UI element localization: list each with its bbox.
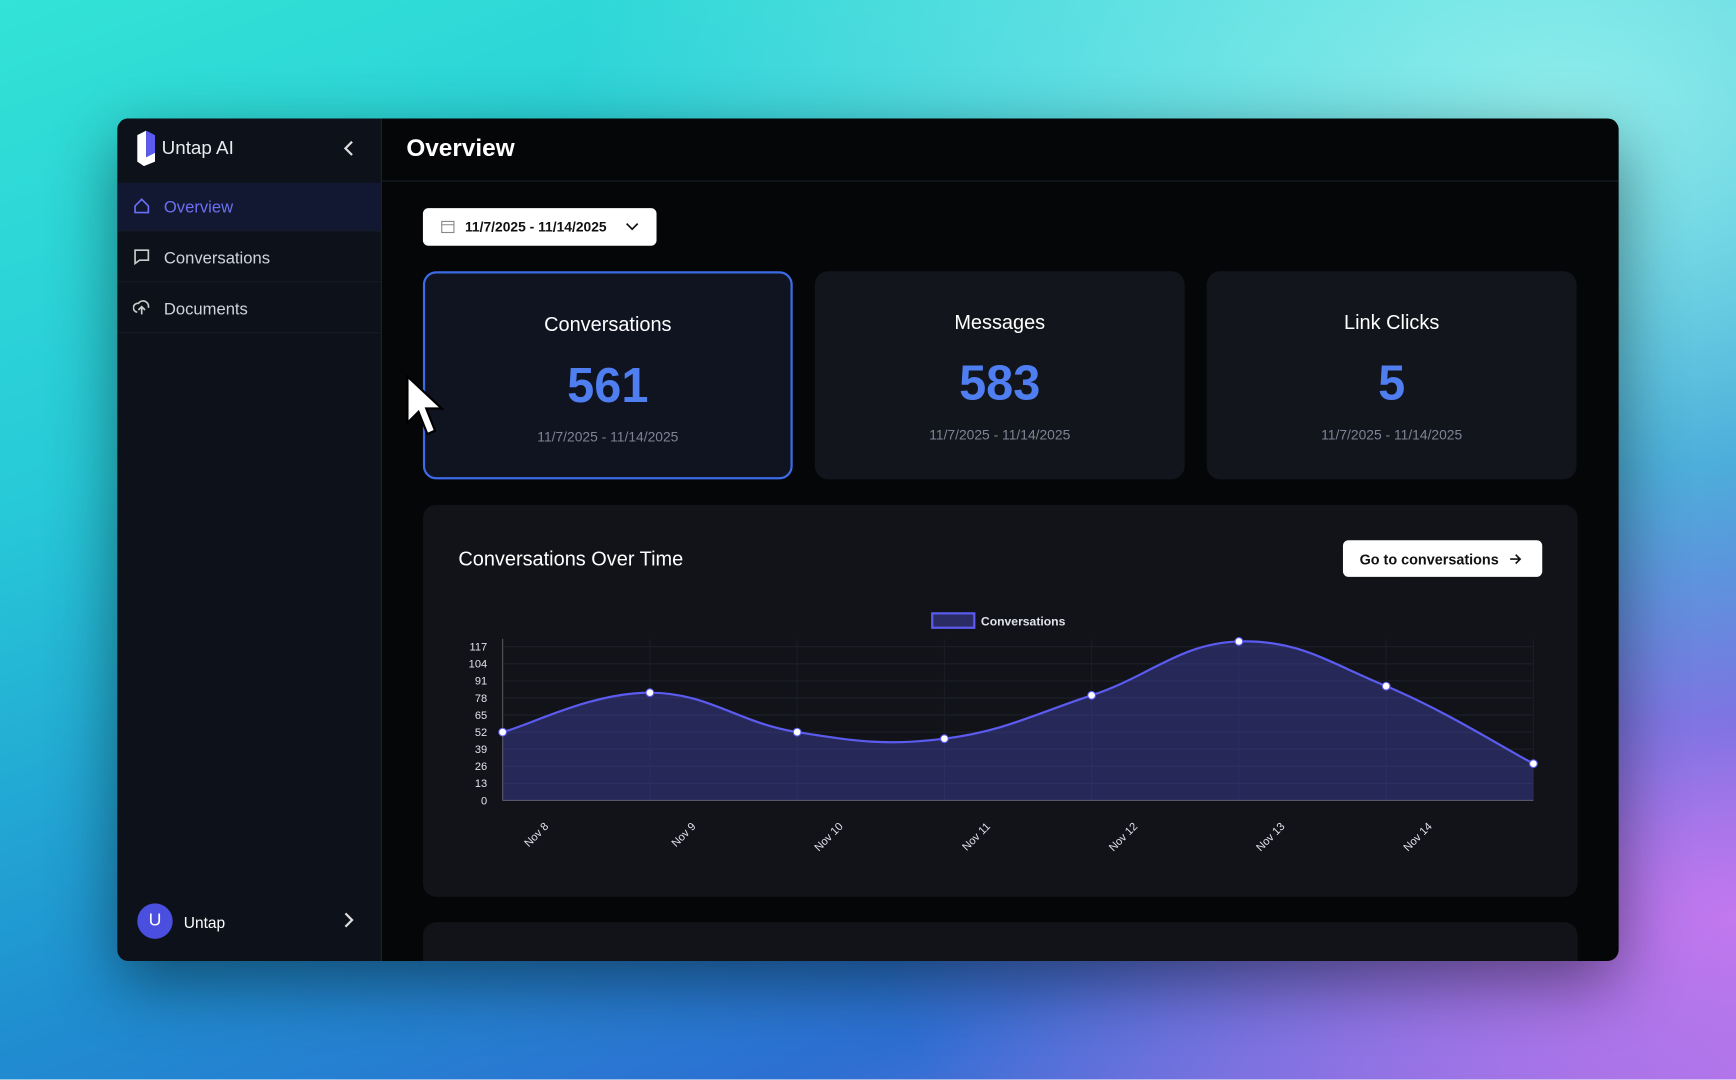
divider: [381, 180, 1619, 182]
x-tick-label: Nov 13: [1254, 821, 1287, 854]
go-button[interactable]: Go to conversations: [1342, 540, 1543, 577]
x-tick-label: Nov 9: [670, 821, 699, 850]
card-value: 583: [959, 356, 1041, 411]
app-window: Untap AI Overview Conversations Document…: [117, 118, 1619, 961]
legend-label: Conversations: [981, 615, 1066, 629]
y-tick-label: 91: [475, 676, 487, 688]
line: [502, 640, 1534, 765]
chart: 0 13 26 39 52 65 78 91 104 117 Nov 8 Nov 9 Nov 10 Nov…: [469, 612, 1538, 854]
page-title: Overview: [406, 133, 515, 162]
y-tick-label: 0: [481, 795, 487, 807]
y-tick-label: 52: [475, 727, 487, 739]
nav-label: Documents: [163, 300, 248, 319]
stat-card[interactable]: Conversations 561 11/7/2025 - 11/14/2025: [422, 271, 793, 480]
area: [502, 641, 1534, 801]
chart-title: Conversations Over Time: [458, 548, 684, 571]
x-tick-label: Nov 8: [522, 821, 551, 850]
nav-item[interactable]: Conversations: [117, 234, 381, 283]
y-tick-label: 65: [475, 710, 487, 722]
stat-card[interactable]: Link Clicks 5 11/7/2025 - 11/14/2025: [1206, 271, 1577, 480]
point: [498, 727, 508, 737]
button-label: Go to conversations: [1359, 551, 1499, 568]
y-tick-label: 13: [475, 778, 487, 790]
stat-card[interactable]: Messages 583 11/7/2025 - 11/14/2025: [814, 271, 1185, 480]
date-range: 11/7/2025 - 11/14/2025: [464, 219, 607, 235]
x-tick-label: Nov 12: [1107, 821, 1140, 854]
point: [1381, 681, 1391, 691]
point: [1087, 690, 1097, 700]
y-tick-label: 117: [470, 642, 488, 654]
nav-item[interactable]: Overview: [117, 182, 381, 232]
point: [1234, 637, 1244, 646]
brand: Untap AI: [161, 137, 234, 159]
nav-label: Overview: [163, 198, 234, 217]
avatar[interactable]: U: [137, 903, 173, 939]
nav-label: Conversations: [163, 249, 271, 268]
x-tick-label: Nov 11: [960, 821, 993, 854]
user-name: Untap: [183, 913, 226, 932]
point: [792, 727, 802, 737]
main: Overview 11/7/2025 - 11/14/2025 Conversa…: [381, 118, 1619, 961]
card-range: 11/7/2025 - 11/14/2025: [929, 427, 1071, 443]
card-range: 11/7/2025 - 11/14/2025: [1321, 427, 1463, 443]
y-tick-label: 26: [475, 761, 487, 773]
panel: [422, 922, 1578, 961]
card-value: 561: [567, 358, 649, 413]
y-tick-label: 104: [469, 659, 487, 671]
cursor: [406, 374, 445, 436]
logo: [137, 130, 155, 167]
date-picker[interactable]: 11/7/2025 - 11/14/2025: [422, 208, 657, 246]
card-label: Messages: [954, 311, 1046, 334]
legend-swatch: [931, 612, 976, 629]
card-value: 5: [1378, 356, 1406, 411]
x-tick-label: Nov 14: [1401, 821, 1434, 854]
y-tick-label: 78: [475, 693, 487, 705]
collapse[interactable]: [342, 139, 355, 157]
x-tick-label: Nov 10: [812, 821, 845, 854]
sidebar: Untap AI Overview Conversations Document…: [117, 118, 382, 961]
point: [1528, 759, 1538, 769]
chart-panel: Conversations Over Time Go to conversati…: [422, 504, 1578, 897]
point: [939, 734, 949, 744]
y-tick-label: 39: [475, 744, 487, 756]
expand[interactable]: [342, 911, 355, 929]
point: [645, 688, 655, 698]
card-label: Link Clicks: [1344, 311, 1440, 334]
card-label: Conversations: [544, 313, 672, 336]
nav-item[interactable]: Documents: [117, 285, 381, 334]
card-range: 11/7/2025 - 11/14/2025: [537, 429, 679, 446]
